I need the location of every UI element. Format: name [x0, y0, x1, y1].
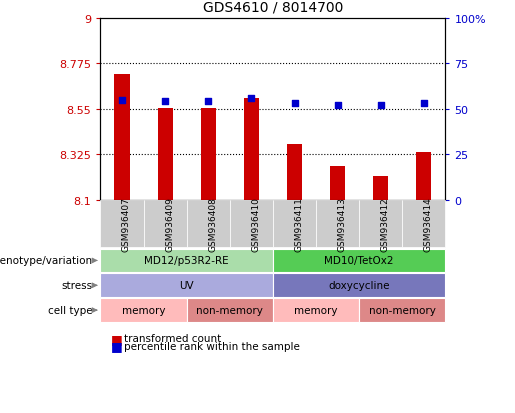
Text: doxycycline: doxycycline: [329, 280, 390, 291]
Bar: [416, 153, 432, 200]
Text: cell type: cell type: [48, 305, 93, 316]
Point: [118, 97, 126, 104]
Title: GDS4610 / 8014700: GDS4610 / 8014700: [203, 1, 343, 14]
Text: UV: UV: [179, 280, 194, 291]
Text: memory: memory: [122, 305, 165, 316]
Point: [204, 99, 212, 105]
Text: stress: stress: [62, 280, 93, 291]
Text: MD10/TetOx2: MD10/TetOx2: [324, 256, 394, 266]
Bar: [373, 176, 388, 200]
Bar: [158, 109, 173, 200]
Point: [161, 99, 169, 105]
Text: percentile rank within the sample: percentile rank within the sample: [124, 341, 300, 351]
Text: GSM936410: GSM936410: [251, 197, 261, 252]
Text: MD12/p53R2-RE: MD12/p53R2-RE: [144, 256, 229, 266]
Text: ■: ■: [111, 332, 123, 345]
Text: transformed count: transformed count: [124, 334, 221, 344]
Text: GSM936414: GSM936414: [424, 197, 433, 252]
Text: GSM936412: GSM936412: [381, 197, 390, 252]
Point: [247, 95, 255, 102]
Point: [420, 101, 428, 107]
Text: GSM936411: GSM936411: [295, 197, 303, 252]
Text: GSM936409: GSM936409: [165, 197, 174, 252]
Text: non-memory: non-memory: [196, 305, 263, 316]
Bar: [201, 109, 216, 200]
Bar: [287, 145, 302, 200]
Text: memory: memory: [295, 305, 338, 316]
Text: GSM936408: GSM936408: [208, 197, 217, 252]
Point: [376, 102, 385, 109]
Bar: [114, 75, 130, 200]
Text: genotype/variation: genotype/variation: [0, 256, 93, 266]
Text: non-memory: non-memory: [369, 305, 436, 316]
Bar: [244, 98, 259, 200]
Text: GSM936413: GSM936413: [338, 197, 347, 252]
Text: GSM936407: GSM936407: [122, 197, 131, 252]
Bar: [330, 167, 345, 200]
Text: ■: ■: [111, 339, 123, 352]
Point: [290, 101, 299, 107]
Point: [334, 102, 342, 109]
